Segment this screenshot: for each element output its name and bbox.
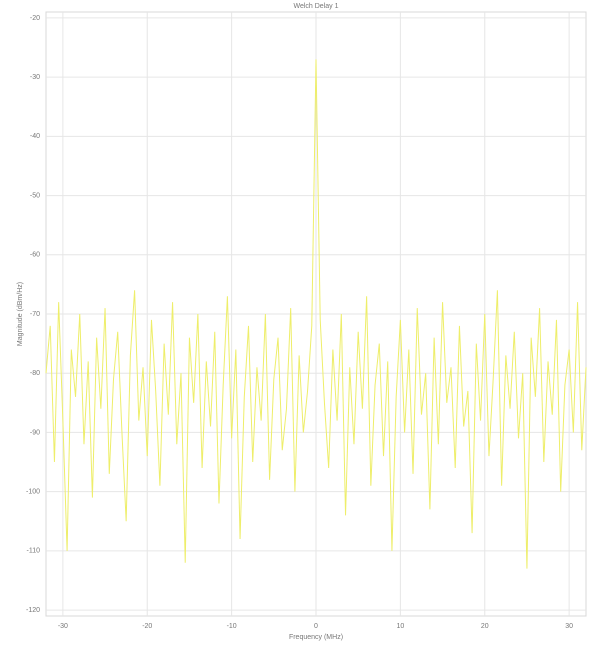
y-tick-label: -80 [30, 370, 40, 377]
y-tick-label: -30 [30, 74, 40, 81]
chart-title: Welch Delay 1 [293, 3, 338, 10]
y-tick-label: -40 [30, 133, 40, 140]
y-tick-label: -90 [30, 429, 40, 436]
y-tick-label: -100 [26, 488, 40, 495]
x-tick-label: 10 [396, 623, 404, 630]
x-tick-label: -30 [58, 623, 68, 630]
x-tick-label: -10 [227, 623, 237, 630]
x-tick-label: 20 [481, 623, 489, 630]
y-tick-label: -50 [30, 192, 40, 199]
x-tick-label: -20 [142, 623, 152, 630]
y-axis-label: Magnitude (dBm/Hz) [17, 282, 24, 346]
x-tick-label: 0 [314, 623, 318, 630]
data-line [45, 59, 587, 569]
y-tick-label: -120 [26, 607, 40, 614]
y-tick-label: -60 [30, 252, 40, 259]
y-tick-label: -70 [30, 311, 40, 318]
x-axis-label: Frequency (MHz) [289, 634, 343, 641]
y-tick-label: -20 [30, 15, 40, 22]
x-tick-label: 30 [565, 623, 573, 630]
y-tick-label: -110 [27, 548, 41, 555]
